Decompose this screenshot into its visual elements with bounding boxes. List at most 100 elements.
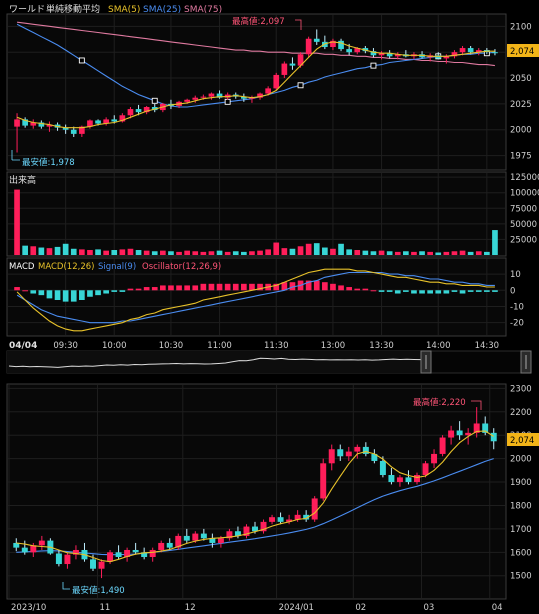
- daily-max-pointer: [471, 400, 482, 410]
- signal-polyline: [16, 271, 495, 324]
- daily-month-label: 03: [424, 603, 435, 613]
- candle-body: [127, 109, 134, 116]
- volume-bar: [38, 247, 45, 255]
- time-tick-label: 11:00: [207, 341, 232, 351]
- volume-bar: [459, 250, 466, 255]
- macd-tick-label: 10: [510, 270, 521, 280]
- time-tick-label: 13:00: [321, 341, 346, 351]
- oscillator-bar: [103, 290, 109, 294]
- candle-body: [151, 106, 158, 111]
- daily-candle-body: [294, 514, 301, 520]
- daily-candle-body: [482, 423, 489, 433]
- daily-tick-label: 1500: [510, 572, 532, 582]
- legend-oscillator[interactable]: Oscillator(12,26,9): [142, 262, 221, 272]
- daily-candle-body: [132, 549, 139, 553]
- daily-candle-body: [200, 533, 207, 539]
- candle-body: [70, 129, 77, 134]
- daily-candle-body: [260, 521, 267, 532]
- oscillator-bar: [200, 283, 207, 291]
- daily-max-label: 最高値:2,220: [413, 397, 466, 408]
- oscillator-bar: [313, 280, 320, 291]
- candle-body: [143, 106, 150, 113]
- candle-body: [273, 74, 280, 89]
- daily-candle-body: [107, 552, 114, 562]
- sma5-polyline: [16, 41, 495, 129]
- daily-month-label: 11: [100, 603, 111, 613]
- oscillator-bar: [467, 290, 474, 292]
- oscillator-bar: [135, 288, 142, 291]
- indicator-name: 単純移動平均: [46, 3, 100, 15]
- daily-candle-body: [354, 446, 361, 452]
- legend-signal[interactable]: Signal(9): [98, 262, 136, 272]
- volume-bar: [184, 250, 190, 255]
- candle-body: [30, 122, 37, 126]
- volume-bar: [362, 250, 369, 255]
- daily-candle-body: [456, 430, 463, 436]
- oscillator-bar: [249, 283, 255, 291]
- volume-tick-label: 25000: [510, 235, 537, 245]
- oscillator-bar: [111, 290, 118, 292]
- daily-candle-body: [55, 553, 62, 565]
- candle-body: [216, 93, 223, 98]
- oscillator-bar: [127, 288, 134, 291]
- volume-bar: [70, 248, 77, 255]
- candle-body: [289, 63, 296, 66]
- min-price-label: 最安値:1,978: [22, 157, 75, 168]
- daily-price-tag: [507, 433, 539, 446]
- volume-bar: [216, 250, 223, 255]
- volume-bar: [289, 248, 296, 255]
- volume-bar: [127, 248, 134, 255]
- daily-candle-body: [252, 526, 258, 532]
- legend-sma25[interactable]: SMA(25): [143, 5, 181, 15]
- volume-bar: [386, 251, 393, 255]
- sma5-line: [16, 41, 495, 129]
- legend-macd[interactable]: MACD(12,26): [38, 262, 94, 272]
- macd-title: MACD: [9, 262, 35, 272]
- oscillator-bar: [70, 290, 77, 302]
- legend-sma75[interactable]: SMA(75): [184, 5, 222, 15]
- legend-sma5[interactable]: SMA(5): [108, 5, 140, 15]
- volume-bar: [95, 249, 101, 255]
- daily-sma25-line: [16, 458, 494, 556]
- oscillator-bar: [119, 290, 126, 292]
- candle-body: [313, 38, 320, 42]
- daily-tick-label: 1700: [510, 525, 532, 535]
- oscillator-bar: [435, 290, 442, 294]
- oscillator-bar: [232, 283, 239, 291]
- oscillator-bar: [386, 290, 393, 292]
- volume-bar: [265, 249, 271, 255]
- volume-bars: [14, 189, 498, 255]
- oscillator-bar: [208, 283, 215, 291]
- daily-candle-body: [158, 542, 165, 550]
- daily-candle-body: [277, 517, 284, 522]
- candle-body: [224, 94, 231, 98]
- volume-bar: [103, 250, 109, 255]
- volume-bar: [119, 249, 126, 255]
- daily-x-axis: 2023/10 11 12 2024/01 02 03 04: [11, 603, 503, 613]
- oscillator-bar: [346, 287, 352, 291]
- volume-bar: [232, 251, 239, 255]
- oscillator-bar: [184, 285, 190, 291]
- oscillator-bar: [330, 283, 336, 291]
- max-price-label: 最高値:2,097: [232, 16, 285, 27]
- price-y-axis: 210020752050202520001975: [510, 22, 532, 161]
- daily-candle-body: [396, 477, 403, 483]
- candle-body: [62, 127, 69, 130]
- volume-bar: [467, 251, 474, 255]
- volume-bar: [241, 251, 247, 255]
- volume-panel-frame: [6, 171, 507, 257]
- daily-tick-label: 1800: [510, 501, 532, 511]
- oscillator-bar: [322, 282, 328, 291]
- navigator-sparkline: [8, 357, 422, 368]
- daily-candle-body: [414, 475, 420, 483]
- daily-price-value: 2,074: [510, 436, 534, 446]
- sma25-marker: [78, 57, 85, 64]
- volume-bar: [297, 246, 304, 255]
- oscillator-bar: [54, 290, 61, 300]
- daily-candle-body: [124, 549, 131, 558]
- navigator-range[interactable]: [7, 351, 427, 373]
- volume-bar: [79, 249, 85, 255]
- daily-candle-body: [38, 540, 45, 546]
- oscillator-bar: [216, 283, 223, 291]
- volume-bar: [273, 242, 280, 255]
